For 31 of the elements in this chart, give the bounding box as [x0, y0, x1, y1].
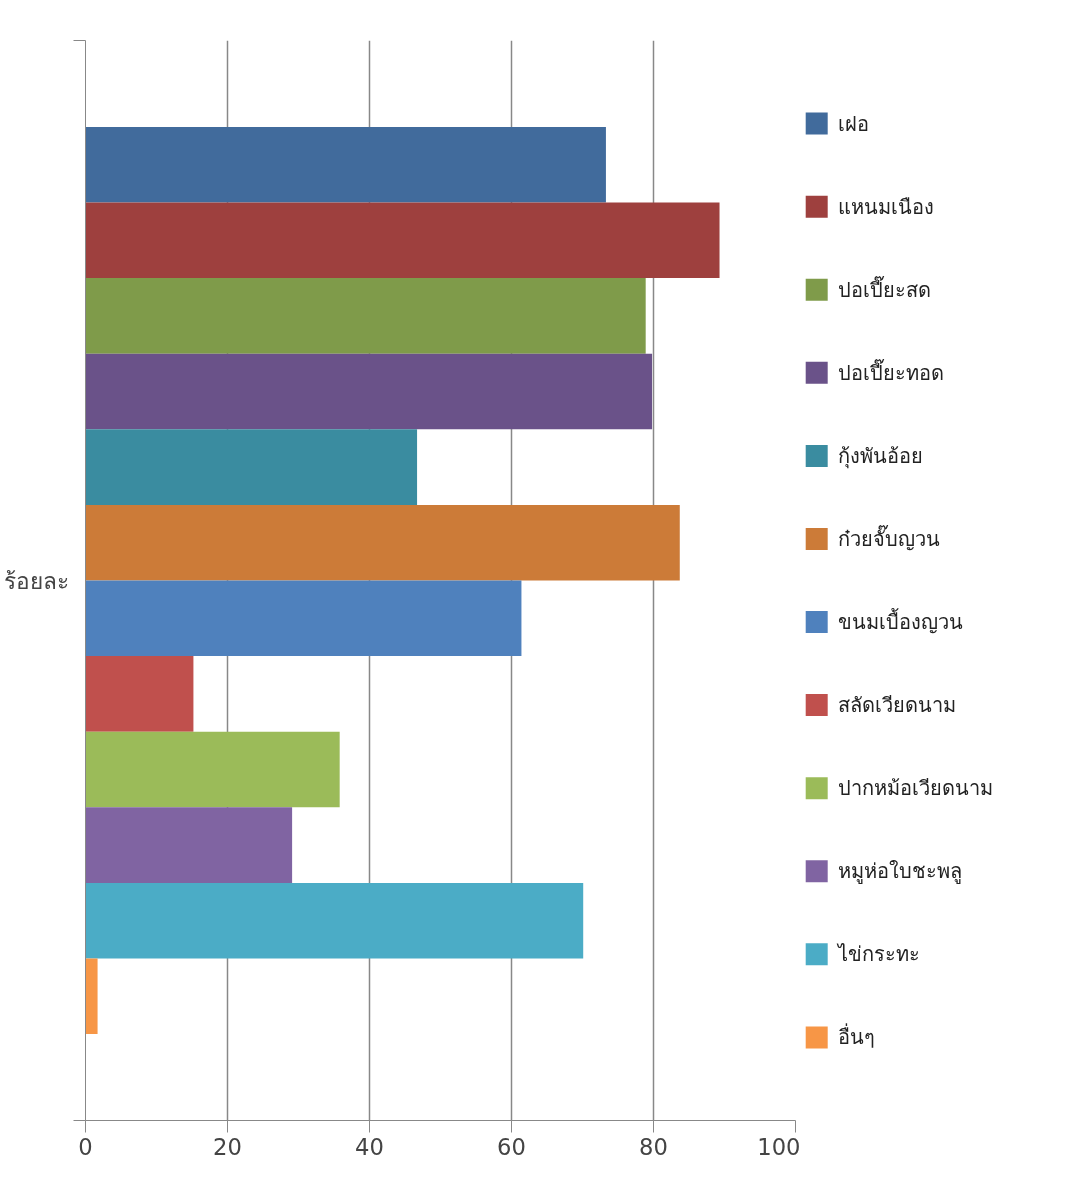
- legend-label: ขนมเบื้องญวน: [838, 608, 964, 635]
- bar: [85, 353, 653, 430]
- bar: [85, 656, 194, 732]
- legend-label: สลัดเวียดนาม: [838, 693, 957, 718]
- legend-label: ปอเปี๊ยะสด: [838, 274, 932, 302]
- legend-label: ปอเปี๊ยะทอด: [838, 357, 945, 385]
- legend-label: ก๋วยจั๊บญวน: [838, 523, 941, 551]
- x-tick-label: 100: [757, 1133, 801, 1160]
- bar: [85, 278, 646, 354]
- x-tick-label: 40: [355, 1133, 384, 1160]
- legend-label: ปากหม้อเวียดนาม: [838, 776, 994, 801]
- legend-label: หมูห่อใบชะพลู: [838, 859, 963, 885]
- legend-label: อื่นๆ: [838, 1023, 876, 1050]
- bar: [85, 882, 584, 959]
- x-tick-label: 60: [497, 1133, 526, 1160]
- bar: [85, 504, 680, 581]
- bar: [85, 202, 720, 279]
- x-tick-label: 20: [213, 1133, 242, 1160]
- bar: [85, 731, 340, 808]
- bar: [85, 429, 418, 505]
- y-axis-title: ร้อยละ: [3, 567, 69, 594]
- x-tick-label: 0: [78, 1133, 93, 1160]
- x-tick-label: 80: [639, 1133, 668, 1160]
- bar: [85, 126, 606, 203]
- legend-label: ไข่กระทะ: [836, 942, 921, 967]
- legend-label: เฝอ: [838, 111, 870, 136]
- bar: [85, 807, 293, 883]
- bar: [85, 958, 98, 1035]
- bar: [85, 580, 522, 657]
- legend-label: กุ้งพันอ้อย: [838, 443, 924, 469]
- legend-label: แหนมเนือง: [838, 194, 935, 219]
